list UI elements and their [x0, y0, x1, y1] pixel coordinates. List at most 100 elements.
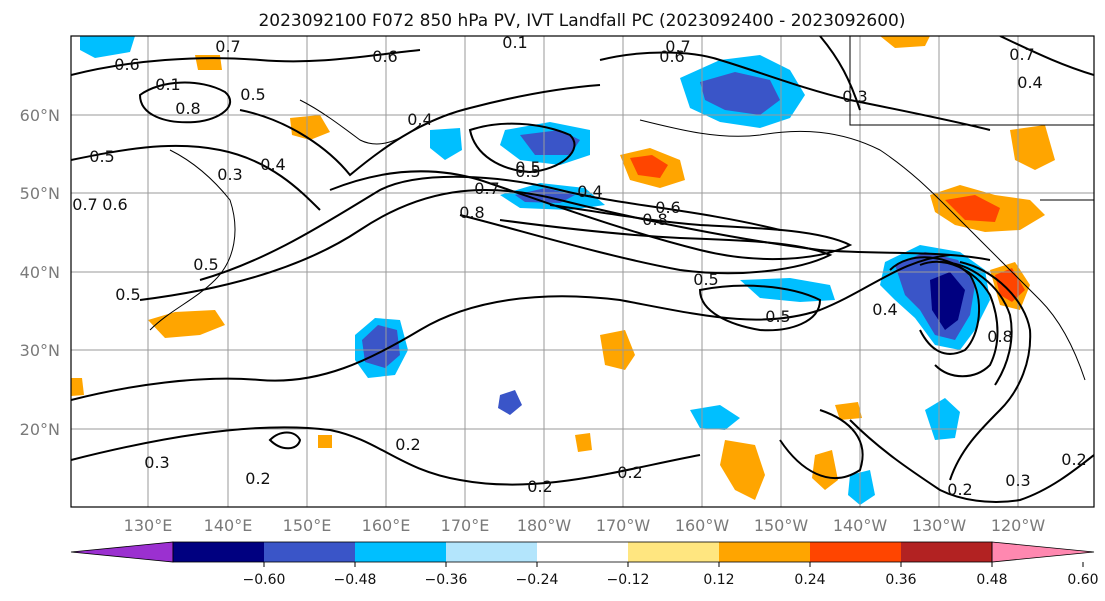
- contour-line: [939, 261, 1013, 386]
- contour-label: 0.7: [1009, 45, 1034, 64]
- colorbar-tick-label: −0.60: [243, 572, 286, 588]
- shade-red-coast: [945, 195, 1000, 222]
- lat-tick-label: 30°N: [20, 341, 60, 360]
- colorbar-tick-label: −0.48: [334, 572, 377, 588]
- contour-label: 0.2: [245, 469, 270, 488]
- colorbar-outline: [172, 541, 993, 563]
- contour-label: 0.7: [665, 37, 690, 56]
- colorbar-segment: [810, 542, 901, 562]
- contour-line: [71, 144, 321, 211]
- contour-label: 0.3: [842, 87, 867, 106]
- contour-label: 0.5: [515, 158, 540, 177]
- contour-label: 0.5: [693, 270, 718, 289]
- contour-label: 0.2: [947, 480, 972, 499]
- contour-label: 0.4: [407, 110, 432, 129]
- colorbar-tick-label: 0.48: [976, 572, 1007, 588]
- contour-line: [71, 426, 701, 486]
- lon-tick-label: 160°W: [675, 516, 730, 535]
- colorbar-segment: [719, 542, 810, 562]
- colorbar-tick-label: −0.36: [425, 572, 468, 588]
- contour-line: [698, 284, 822, 332]
- contour-label: 0.6: [659, 47, 684, 66]
- lon-tick-label: 130°E: [124, 516, 173, 535]
- contour-line: [919, 260, 999, 378]
- shade-orange-se5: [575, 433, 592, 452]
- shade-orange-jp: [148, 310, 225, 338]
- colorbar-segment: [901, 542, 992, 562]
- lon-axis: 130°E 140°E 150°E 160°E 170°E 180°W 170°W 160°W…: [124, 516, 1046, 535]
- shade-blue-s2: [498, 390, 522, 415]
- map-frame: [70, 35, 1095, 508]
- lon-tick-label: 170°W: [596, 516, 651, 535]
- contour-label: 0.7: [474, 179, 499, 198]
- shade-orange-s: [318, 435, 332, 448]
- colorbar-tick-label: 0.12: [703, 572, 734, 588]
- contour-layer: [71, 36, 1094, 503]
- colorbar-segment: [264, 542, 355, 562]
- lon-tick-label: 140°W: [833, 516, 888, 535]
- contour-line: [139, 189, 991, 301]
- contour-line: [999, 36, 1094, 76]
- contour-label: 0.5: [515, 162, 540, 181]
- shade-blue-misc1: [430, 128, 462, 160]
- colorbar-tick-label: 0.36: [885, 572, 916, 588]
- contour-label: 0.2: [527, 477, 552, 496]
- lat-axis: 60°N 50°N 40°N 30°N 20°N: [20, 106, 60, 439]
- contour-label: 0.6: [114, 55, 139, 74]
- colorbar-extend-low: [70, 541, 174, 563]
- contour-label: 0.8: [642, 210, 667, 229]
- lat-tick-label: 60°N: [20, 106, 60, 125]
- shade-orange-se4: [835, 402, 862, 420]
- contour-label: 0.1: [502, 33, 527, 52]
- shade-darkblue-bering: [520, 130, 580, 155]
- contour-line: [819, 36, 861, 111]
- coastline: [149, 149, 236, 331]
- coastline: [299, 99, 421, 145]
- contour-line: [599, 51, 991, 131]
- lon-tick-label: 120°W: [991, 516, 1046, 535]
- colorbar-extend-high: [991, 541, 1095, 563]
- contour-label: 0.4: [577, 182, 602, 201]
- coastline: [639, 119, 1086, 381]
- contour-label: 0.8: [459, 203, 484, 222]
- colorbar-tick-label: 0.24: [794, 572, 825, 588]
- contour-label: 0.5: [240, 85, 265, 104]
- contour-line: [459, 214, 833, 275]
- contour-label: 0.3: [144, 453, 169, 472]
- contour-label: 0.4: [260, 155, 285, 174]
- colorbar-segment: [628, 542, 719, 562]
- contour-label: 0.2: [395, 435, 420, 454]
- lat-tick-label: 50°N: [20, 184, 60, 203]
- contour-label: 0.5: [765, 307, 790, 326]
- contour-label: 0.5: [89, 147, 114, 166]
- contour-label: 0.2: [1061, 450, 1086, 469]
- contour-label: 0.6: [655, 198, 680, 217]
- graticule: [71, 36, 1094, 507]
- contour-label: 0.8: [175, 99, 200, 118]
- contour-line: [138, 81, 232, 124]
- colorbar-segment: [446, 542, 537, 562]
- colorbar: −0.60 −0.48 −0.36 −0.24 −0.12 0.12 0.24 0.36 0.4…: [70, 541, 1099, 588]
- contour-label: 0.6: [372, 47, 397, 66]
- contour-label: 0.4: [1017, 73, 1042, 92]
- contour-line: [71, 49, 421, 76]
- colorbar-segment: [537, 542, 628, 562]
- contour-line: [468, 122, 576, 174]
- lon-tick-label: 150°W: [754, 516, 809, 535]
- contour-line: [849, 419, 1094, 503]
- lon-tick-label: 140°E: [204, 516, 253, 535]
- shade-darkblue-alaska: [700, 72, 780, 115]
- contour-line: [949, 261, 1032, 481]
- colorbar-tick-label: −0.24: [516, 572, 559, 588]
- colorbar-tick-label: −0.12: [607, 572, 650, 588]
- contour-line: [268, 431, 302, 450]
- contour-label: 0.1: [155, 75, 180, 94]
- colorbar-tick-label: 0.60: [1067, 572, 1098, 588]
- contour-line: [71, 254, 951, 401]
- contour-line: [329, 170, 853, 261]
- map-panel: 0.70.6 0.60.1 0.70.60.80.50.40.50.10.40.30…: [71, 33, 1094, 507]
- lon-tick-label: 180°W: [517, 516, 572, 535]
- contour-label: 0.3: [217, 165, 242, 184]
- coastline-layer: [149, 36, 1094, 381]
